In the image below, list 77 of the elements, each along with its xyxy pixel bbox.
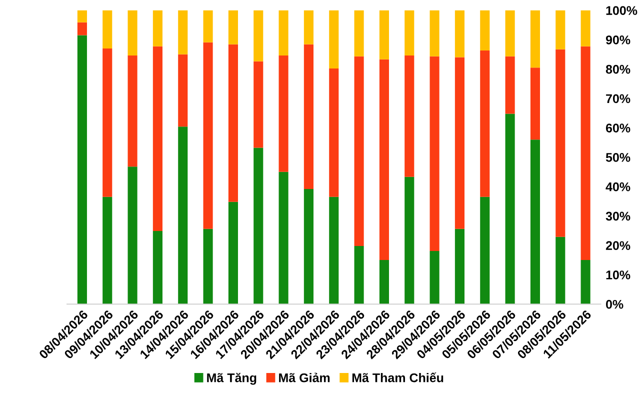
bar xyxy=(430,10,440,56)
bar xyxy=(128,10,138,56)
bar xyxy=(178,126,188,304)
bar xyxy=(254,148,264,304)
bar xyxy=(354,10,364,56)
y-tick-label: 60% xyxy=(606,124,630,132)
bar xyxy=(152,46,162,231)
bar xyxy=(430,56,440,251)
bar xyxy=(102,48,112,197)
bar xyxy=(454,228,464,304)
bar xyxy=(152,10,162,46)
bar xyxy=(505,10,515,56)
bar xyxy=(77,10,87,22)
bar xyxy=(278,172,288,304)
bar xyxy=(454,10,464,58)
bar xyxy=(379,59,389,260)
bar xyxy=(152,230,162,304)
bar xyxy=(228,202,238,304)
bar xyxy=(404,176,414,304)
y-tick-label: 100% xyxy=(606,6,638,15)
bar xyxy=(254,10,264,62)
y-tick-label: 80% xyxy=(606,64,630,74)
bar xyxy=(278,56,288,172)
bar xyxy=(454,57,464,229)
y-tick-label: 90% xyxy=(606,35,630,44)
bar xyxy=(203,228,213,304)
bar xyxy=(203,42,213,229)
bar xyxy=(379,260,389,304)
y-tick-label: 40% xyxy=(606,182,630,192)
bar xyxy=(556,236,566,304)
legend-label: Mã Tăng xyxy=(207,372,256,385)
bar xyxy=(530,10,540,68)
y-tick-label: 0% xyxy=(606,300,624,309)
bar xyxy=(329,196,339,304)
y-tick-label: 20% xyxy=(606,241,630,250)
legend-label: Mã Tham Chiếu xyxy=(352,372,444,382)
bar xyxy=(102,196,112,304)
bar xyxy=(304,44,314,189)
bar xyxy=(480,196,490,304)
y-tick-label: 70% xyxy=(606,94,630,104)
bar xyxy=(178,54,188,127)
bar xyxy=(505,56,515,114)
bar xyxy=(556,49,566,237)
bar xyxy=(329,10,339,68)
bar xyxy=(304,10,314,44)
bar xyxy=(128,56,138,167)
y-tick-label: 30% xyxy=(606,212,630,221)
bar xyxy=(530,140,540,304)
bar xyxy=(404,56,414,177)
bar xyxy=(430,250,440,304)
bar xyxy=(77,22,87,36)
bar xyxy=(580,46,590,260)
y-tick-label: 10% xyxy=(606,270,630,280)
bar xyxy=(404,10,414,56)
bar xyxy=(128,166,138,304)
bar xyxy=(480,50,490,197)
bar xyxy=(556,10,566,50)
bar xyxy=(254,61,264,148)
bar xyxy=(77,35,87,304)
bar xyxy=(505,114,515,304)
bar xyxy=(178,10,188,54)
bar xyxy=(102,10,112,48)
bar xyxy=(580,260,590,304)
bar xyxy=(228,10,238,44)
bar xyxy=(354,56,364,246)
bar xyxy=(278,10,288,56)
bar xyxy=(329,68,339,197)
bar xyxy=(228,44,238,202)
bar xyxy=(304,188,314,304)
bar xyxy=(354,246,364,304)
bar xyxy=(530,68,540,140)
bar xyxy=(203,10,213,42)
bar xyxy=(480,10,490,51)
legend-label: Mã Giảm xyxy=(279,372,330,382)
y-tick-label: 50% xyxy=(606,153,630,162)
bar xyxy=(580,10,590,46)
bar xyxy=(379,10,389,60)
